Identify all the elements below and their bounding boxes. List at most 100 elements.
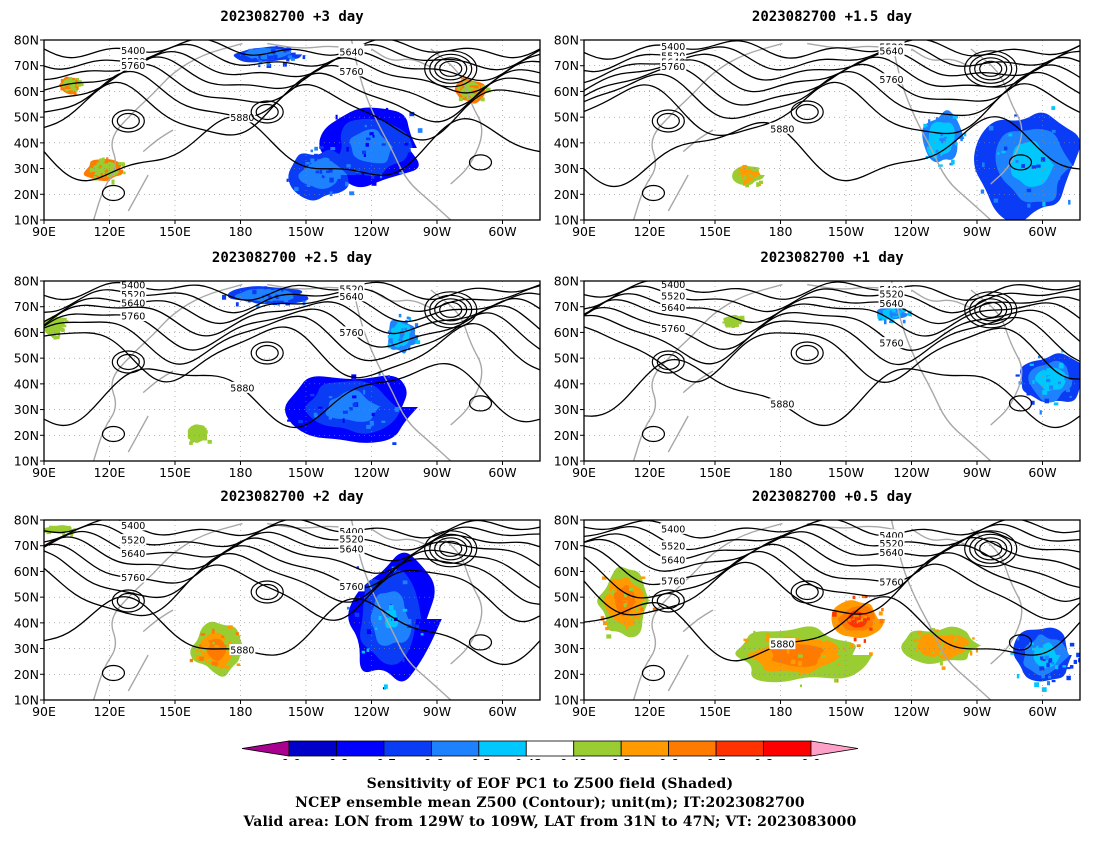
sensitivity-speckle [59,317,64,322]
sensitivity-speckle [943,136,947,139]
sensitivity-speckle [287,46,292,51]
closed-contour [1008,634,1033,651]
sensitivity-speckle [346,606,350,610]
sensitivity-speckle [739,315,745,320]
coastline [127,415,149,453]
sensitivity-speckle [68,528,72,531]
sensitivity-speckle [394,407,399,412]
lon-tick-label: 120W [353,224,389,239]
closed-contour [656,112,680,130]
sensitivity-speckle [852,595,856,599]
sensitivity-speckle [997,152,1000,155]
coastline [682,370,714,394]
sensitivity-speckle [611,590,614,595]
sensitivity-speckle [198,433,203,438]
z500-contour [584,523,1080,551]
sensitivity-speckle [611,588,616,593]
sensitivity-speckle [317,159,321,164]
contour-label: 5400 [879,531,903,542]
coastline [667,654,689,692]
contour-label: 5760 [339,582,363,593]
sensitivity-speckle [357,160,362,166]
sensitivity-speckle [963,132,967,137]
sensitivity-speckle [1041,673,1045,679]
contour-label-bg [120,571,147,583]
sensitivity-speckle [834,678,838,683]
sensitivity-speckle [953,638,956,642]
sensitivity-speckle [464,96,467,101]
sensitivity-speckle [1029,363,1034,366]
lon-tick-label: 60W [488,465,516,480]
sensitivity-speckle [821,655,826,658]
closed-contour [1008,395,1033,412]
lon-tick-label: 150E [159,704,191,719]
sensitivity-speckle [863,639,867,643]
closed-contour [969,533,1013,564]
sensitivity-speckle [409,333,415,338]
colorbar-tick-label: 0.9 [801,756,821,760]
lon-tick-label: 120W [893,224,929,239]
closed-contour [101,184,126,202]
lon-tick-label: 60W [1028,704,1056,719]
z500-contour [44,116,540,182]
sensitivity-speckle [399,171,404,175]
sensitivity-speckle [799,675,803,679]
lon-tick-label: 180 [229,704,253,719]
caption-line-contour: NCEP ensemble mean Z500 (Contour); unit(… [295,795,805,811]
lon-tick-label: 90W [423,704,451,719]
sensitivity-speckle [378,371,381,376]
coastline [142,370,174,394]
sensitivity-speckle [941,137,944,141]
sensitivity-speckle [869,627,873,631]
sensitivity-speckle [97,165,102,168]
sensitivity-speckle [1021,175,1024,179]
contour-label: 5880 [230,383,254,394]
lat-tick-label: 50N [554,110,579,125]
lat-tick-label: 80N [554,274,579,289]
sensitivity-speckle [799,684,803,688]
sensitivity-speckle [1026,188,1032,193]
sensitivity-speckle [1087,385,1091,387]
sensitivity-speckle [747,182,751,185]
sensitivity-speckle [212,641,216,645]
sensitivity-speckle [954,637,958,641]
sensitivity-speckle [988,125,994,131]
sensitivity-speckle [957,654,960,657]
sensitivity-speckle [323,172,328,176]
coastline [142,129,174,153]
contour-label-bg [878,73,905,85]
sensitivity-speckle [380,605,386,608]
colorbar-tick-label: -0.5 [467,756,491,760]
sensitivity-speckle [206,658,211,663]
closed-contour [255,583,279,601]
sensitivity-speckle [1027,173,1031,177]
sensitivity-speckle [298,419,303,424]
contour-label-bg [120,288,147,300]
contour-label: 5640 [339,47,363,58]
sensitivity-speckle [995,200,1000,206]
sensitivity-speckle [1029,198,1033,203]
sensitivity-speckle [99,158,104,163]
lon-tick-label: 150E [699,224,731,239]
z500-contour [584,561,1080,621]
contour-label-bg [120,520,147,531]
sensitivity-speckle [625,624,629,630]
sensitivity-speckle [1061,349,1064,353]
sensitivity-speckle [189,658,193,663]
sensitivity-speckle [64,320,69,323]
sensitivity-speckle [286,178,289,182]
sensitivity-speckle [740,318,745,322]
sensitivity-speckle [880,618,884,624]
sensitivity-speckle [190,436,195,442]
sensitivity-speckle [767,651,772,655]
lat-tick-label: 80N [554,33,579,48]
colorbar-box [573,740,622,757]
closed-contour [101,664,126,682]
contour-label: 5400 [121,46,145,57]
sensitivity-speckle [750,171,754,176]
sensitivity-speckle [354,612,360,617]
sensitivity-speckle [1018,228,1021,231]
lat-tick-label: 70N [554,538,579,553]
map-frame [43,39,541,221]
